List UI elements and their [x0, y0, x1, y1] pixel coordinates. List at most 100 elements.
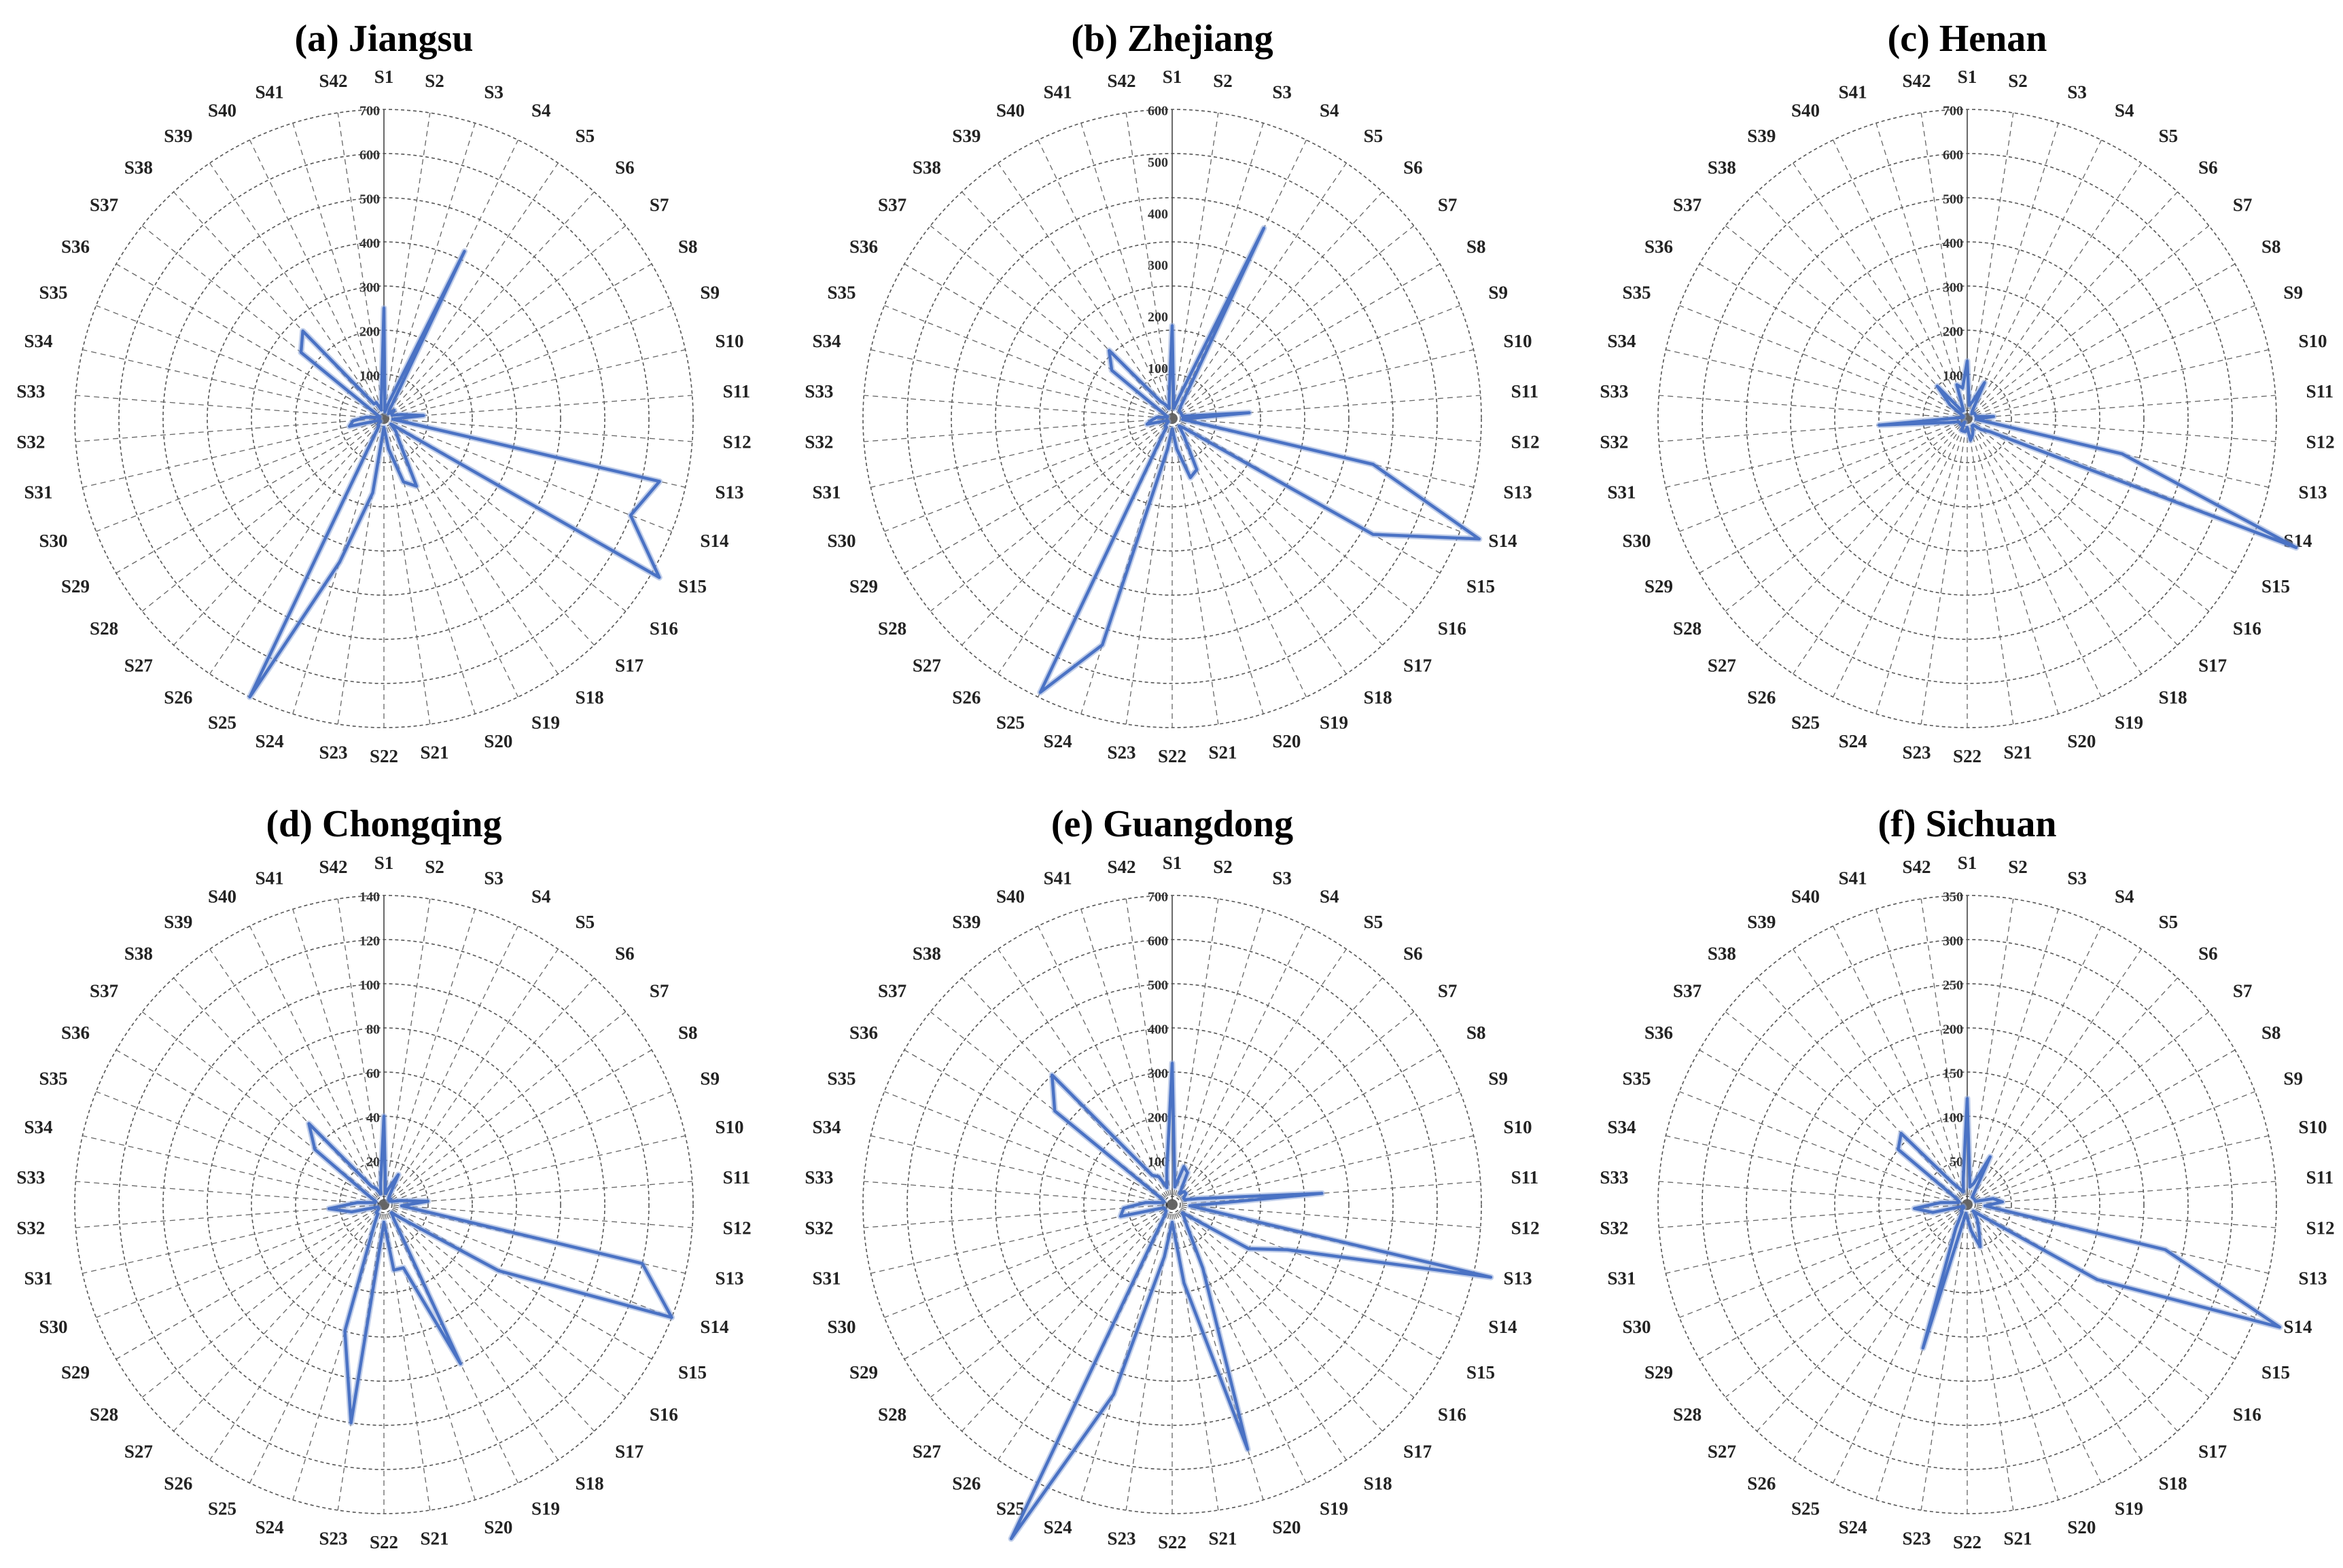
spoke-label-s37: S37: [1673, 194, 1702, 215]
spoke-line: [1967, 1049, 2236, 1205]
data-point-s37: [1110, 369, 1113, 372]
spoke-line: [1920, 112, 1968, 419]
data-point-s32: [1150, 418, 1153, 421]
radar-panel: (f) Sichuan S1 S2 S3 S4 S5 S6 S7 S8 S9 S10 S11 S12 S1…: [1600, 803, 2334, 1552]
spoke-label-s19: S19: [531, 1499, 560, 1519]
data-point-s21: [1182, 1282, 1185, 1285]
spoke-line: [1757, 1204, 1968, 1431]
spoke-line: [1967, 305, 2255, 419]
data-point-s23: [372, 491, 374, 494]
spoke-line: [998, 418, 1173, 675]
data-point-s6: [387, 412, 390, 415]
spoke-label-s23: S23: [319, 1529, 347, 1549]
spoke-label-s27: S27: [913, 656, 941, 676]
spoke-line: [1172, 263, 1441, 419]
spoke-label-s18: S18: [2159, 687, 2187, 707]
data-point-s38: [1108, 349, 1110, 352]
data-point-s13: [1372, 463, 1375, 465]
spoke-line: [930, 1204, 1173, 1398]
spoke-label-s12: S12: [2306, 1218, 2335, 1239]
data-point-s17: [395, 430, 398, 433]
spoke-label-s42: S42: [319, 857, 347, 877]
spoke-label-s18: S18: [2159, 1473, 2187, 1493]
data-point-s25: [1010, 1537, 1012, 1540]
spoke-label-s31: S31: [24, 482, 53, 502]
spoke-label-s4: S4: [531, 887, 551, 907]
spoke-label-s17: S17: [2198, 1442, 2227, 1462]
spoke-label-s10: S10: [715, 1117, 743, 1137]
data-point-s21: [1176, 448, 1178, 450]
spoke-label-s29: S29: [849, 1362, 878, 1383]
data-point-s5: [1971, 410, 1973, 412]
data-point-s10: [400, 1199, 402, 1202]
spoke-line: [1172, 162, 1347, 419]
radial-tick-label: 100: [1943, 1111, 1963, 1126]
spoke-line: [1967, 192, 2178, 419]
spoke-label-s27: S27: [124, 1442, 153, 1462]
spoke-label-s7: S7: [2233, 980, 2253, 1001]
spoke-label-s34: S34: [24, 331, 53, 351]
data-point-s14: [629, 514, 632, 516]
spoke-label-s30: S30: [828, 531, 856, 551]
spoke-label-s25: S25: [208, 713, 236, 733]
spoke-label-s40: S40: [1791, 887, 1820, 907]
spoke-line: [1725, 418, 1968, 612]
spoke-line: [1967, 1204, 2059, 1500]
spoke-line: [383, 418, 595, 645]
radial-tick-label: 100: [1148, 1155, 1168, 1170]
data-point-s37: [300, 351, 302, 354]
data-point-s7: [389, 1198, 392, 1200]
radial-tick-label: 250: [1943, 978, 1963, 993]
spoke-line: [1757, 192, 1968, 419]
spoke-line: [383, 395, 692, 419]
spoke-label-s42: S42: [1107, 71, 1135, 91]
spoke-line: [1172, 418, 1383, 645]
spoke-label-s9: S9: [2283, 283, 2303, 303]
data-point-s23: [1163, 1255, 1165, 1258]
spoke-label-s20: S20: [2067, 1517, 2096, 1537]
spoke-line: [173, 1204, 385, 1431]
spoke-line: [383, 1204, 692, 1228]
spoke-line: [383, 418, 627, 612]
spoke-line: [1172, 1204, 1347, 1461]
spoke-line: [383, 123, 476, 419]
data-point-s18: [1182, 434, 1185, 437]
spoke-label-s38: S38: [124, 944, 153, 964]
data-point-s14: [1286, 1248, 1288, 1251]
data-point-s14: [2295, 546, 2297, 549]
spoke-line: [1666, 1204, 1968, 1274]
spoke-label-s10: S10: [1503, 331, 1532, 351]
spoke-line: [1679, 1091, 1968, 1205]
spoke-label-s26: S26: [1747, 687, 1776, 707]
radial-tick-label: 300: [1148, 1067, 1168, 1082]
spoke-label-s8: S8: [1466, 236, 1486, 257]
spoke-label-s22: S22: [370, 746, 398, 766]
panel-title: (a) Jiangsu: [295, 18, 474, 60]
spoke-line: [962, 1204, 1173, 1431]
data-point-s24: [344, 1330, 347, 1332]
spoke-label-s39: S39: [164, 126, 192, 146]
data-point-s24: [1101, 643, 1104, 646]
panel-title: (b) Zhejiang: [1071, 18, 1273, 60]
spoke-line: [1172, 305, 1460, 419]
data-point-s24: [1962, 430, 1965, 433]
spoke-label-s32: S32: [16, 432, 45, 452]
data-point-s13: [1490, 1276, 1492, 1279]
spoke-line: [1080, 123, 1173, 419]
spoke-line: [116, 263, 385, 419]
spoke-label-s33: S33: [16, 1167, 45, 1188]
spoke-line: [383, 349, 686, 419]
data-point-s33: [1144, 1201, 1147, 1204]
spoke-line: [1080, 909, 1173, 1205]
data-point-s37: [1897, 1148, 1899, 1151]
spoke-line: [383, 1204, 595, 1431]
spoke-label-s1: S1: [1958, 67, 1977, 87]
spoke-label-s33: S33: [16, 381, 45, 402]
spoke-line: [383, 162, 559, 419]
data-point-s10: [1975, 415, 1977, 418]
spoke-label-s22: S22: [370, 1532, 398, 1552]
spoke-label-s24: S24: [256, 731, 284, 751]
data-point-s4: [397, 1173, 400, 1176]
spoke-line: [1666, 418, 1968, 488]
spoke-line: [1125, 418, 1173, 725]
